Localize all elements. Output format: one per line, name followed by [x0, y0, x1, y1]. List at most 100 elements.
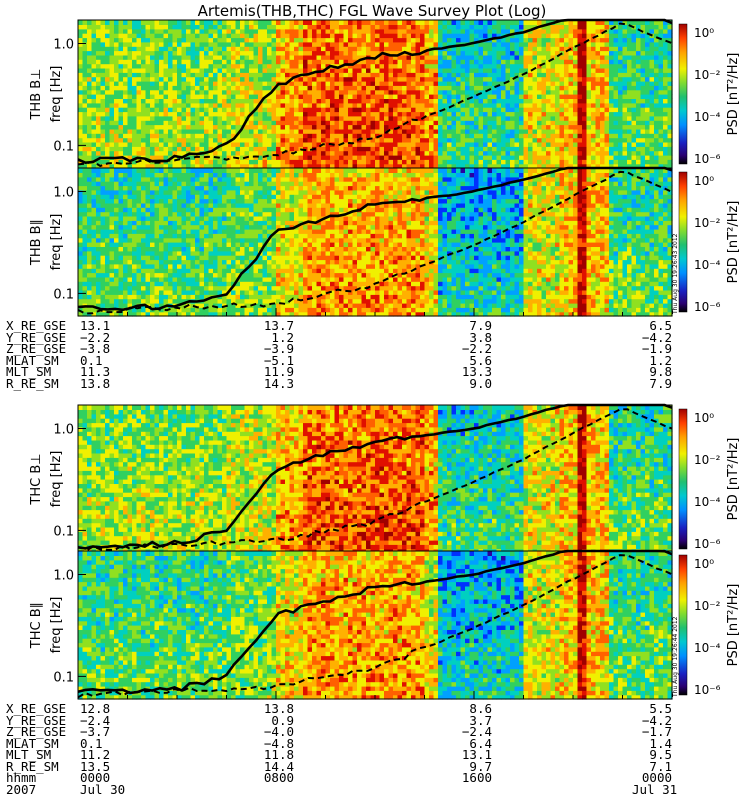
- spectrogram-cell: [573, 63, 579, 69]
- spectrogram-cell: [496, 159, 502, 165]
- spectrogram-cell: [456, 141, 462, 147]
- spectrogram-cell: [204, 141, 210, 147]
- spectrogram-cell: [442, 94, 448, 99]
- spectrogram-cell: [195, 133, 201, 139]
- spectrogram-cell: [420, 124, 426, 130]
- spectrogram-cell: [631, 50, 637, 56]
- spectrogram-cell: [235, 137, 241, 143]
- spectrogram-cell: [316, 154, 322, 160]
- spectrogram-cell: [586, 80, 592, 86]
- spectrogram-cell: [370, 98, 376, 104]
- spectrogram-cell: [78, 255, 84, 261]
- spectrogram-cell: [109, 150, 115, 156]
- spectrogram-cell: [622, 154, 628, 160]
- spectrogram-cell: [397, 102, 403, 108]
- spectrogram-cell: [136, 146, 142, 152]
- spectrogram-cell: [231, 76, 237, 82]
- spectrogram-cell: [114, 115, 120, 121]
- spectrogram-cell: [600, 146, 606, 152]
- spectrogram-cell: [411, 128, 417, 134]
- spectrogram-cell: [595, 128, 601, 134]
- spectrogram-cell: [384, 54, 390, 60]
- spectrogram-cell: [289, 72, 295, 78]
- spectrogram-cell: [411, 24, 417, 30]
- spectrogram-cell: [334, 28, 340, 34]
- spectrogram-cell: [82, 28, 88, 34]
- spectrogram-cell: [366, 150, 372, 156]
- spectrogram-cell: [618, 24, 624, 30]
- spectrogram-cell: [105, 120, 111, 126]
- spectrogram-cell: [469, 163, 475, 169]
- spectrogram-cell: [145, 72, 151, 78]
- spectrogram-cell: [253, 94, 259, 99]
- spectrogram-cell: [195, 124, 201, 130]
- spectrogram-cell: [451, 141, 457, 147]
- spectrogram-cell: [510, 128, 516, 134]
- spectrogram-cell: [582, 59, 588, 65]
- spectrogram-cell: [478, 24, 484, 30]
- spectrogram-cell: [546, 159, 552, 165]
- spectrogram-cell: [78, 194, 84, 200]
- spectrogram-cell: [127, 233, 133, 239]
- spectrogram-cell: [91, 150, 97, 156]
- spectrogram-cell: [501, 54, 507, 60]
- spectrogram-cell: [393, 98, 399, 104]
- spectrogram-cell: [226, 20, 232, 25]
- spectrogram-cell: [100, 54, 106, 60]
- spectrogram-cell: [253, 28, 259, 34]
- spectrogram-cell: [537, 85, 543, 91]
- spectrogram-cell: [172, 37, 178, 43]
- spectrogram-cell: [262, 141, 268, 147]
- spectrogram-cell: [312, 111, 318, 117]
- spectrogram-cell: [204, 33, 210, 39]
- spectrogram-cell: [91, 72, 97, 78]
- spectrogram-cell: [136, 185, 142, 191]
- spectrogram-cell: [649, 98, 655, 104]
- spectrogram-cell: [132, 189, 138, 195]
- spectrogram-cell: [96, 307, 102, 313]
- spectrogram-cell: [618, 20, 624, 25]
- spectrogram-cell: [127, 146, 133, 152]
- spectrogram-cell: [352, 159, 358, 165]
- spectrogram-cell: [267, 46, 273, 52]
- spectrogram-cell: [222, 33, 228, 39]
- spectrogram-cell: [595, 63, 601, 69]
- spectrogram-cell: [406, 146, 412, 152]
- spectrogram-cell: [582, 76, 588, 82]
- spectrogram-cell: [532, 63, 538, 69]
- spectrogram-cell: [595, 59, 601, 65]
- spectrogram-cell: [307, 50, 313, 56]
- spectrogram-cell: [127, 80, 133, 86]
- spectrogram-cell: [132, 211, 138, 217]
- spectrogram-cell: [213, 20, 219, 25]
- spectrogram-cell: [532, 33, 538, 39]
- spectrogram-cell: [348, 28, 354, 34]
- spectrogram-cell: [109, 263, 115, 269]
- spectrogram-cell: [478, 154, 484, 160]
- spectrogram-cell: [595, 102, 601, 108]
- spectrogram-cell: [505, 80, 511, 86]
- spectrogram-cell: [465, 137, 471, 143]
- spectrogram-cell: [564, 72, 570, 78]
- spectrogram-cell: [447, 141, 453, 147]
- spectrogram-cell: [609, 89, 615, 95]
- spectrogram-cell: [667, 28, 673, 34]
- spectrogram-cell: [159, 50, 165, 56]
- spectrogram-cell: [253, 24, 259, 30]
- spectrogram-cell: [555, 98, 561, 104]
- spectrogram-cell: [127, 307, 133, 313]
- spectrogram-cell: [303, 76, 309, 82]
- spectrogram-cell: [141, 263, 147, 269]
- spectrogram-cell: [96, 150, 102, 156]
- spectrogram-cell: [438, 89, 444, 95]
- spectrogram-cell: [127, 246, 133, 252]
- spectrogram-cell: [433, 72, 439, 78]
- spectrogram-cell: [127, 302, 133, 308]
- spectrogram-cell: [330, 85, 336, 91]
- spectrogram-cell: [244, 89, 250, 95]
- spectrogram-cell: [163, 141, 169, 147]
- spectrogram-cell: [411, 154, 417, 160]
- spectrogram-cell: [105, 185, 111, 191]
- spectrogram-cell: [168, 163, 174, 169]
- spectrogram-cell: [343, 159, 349, 165]
